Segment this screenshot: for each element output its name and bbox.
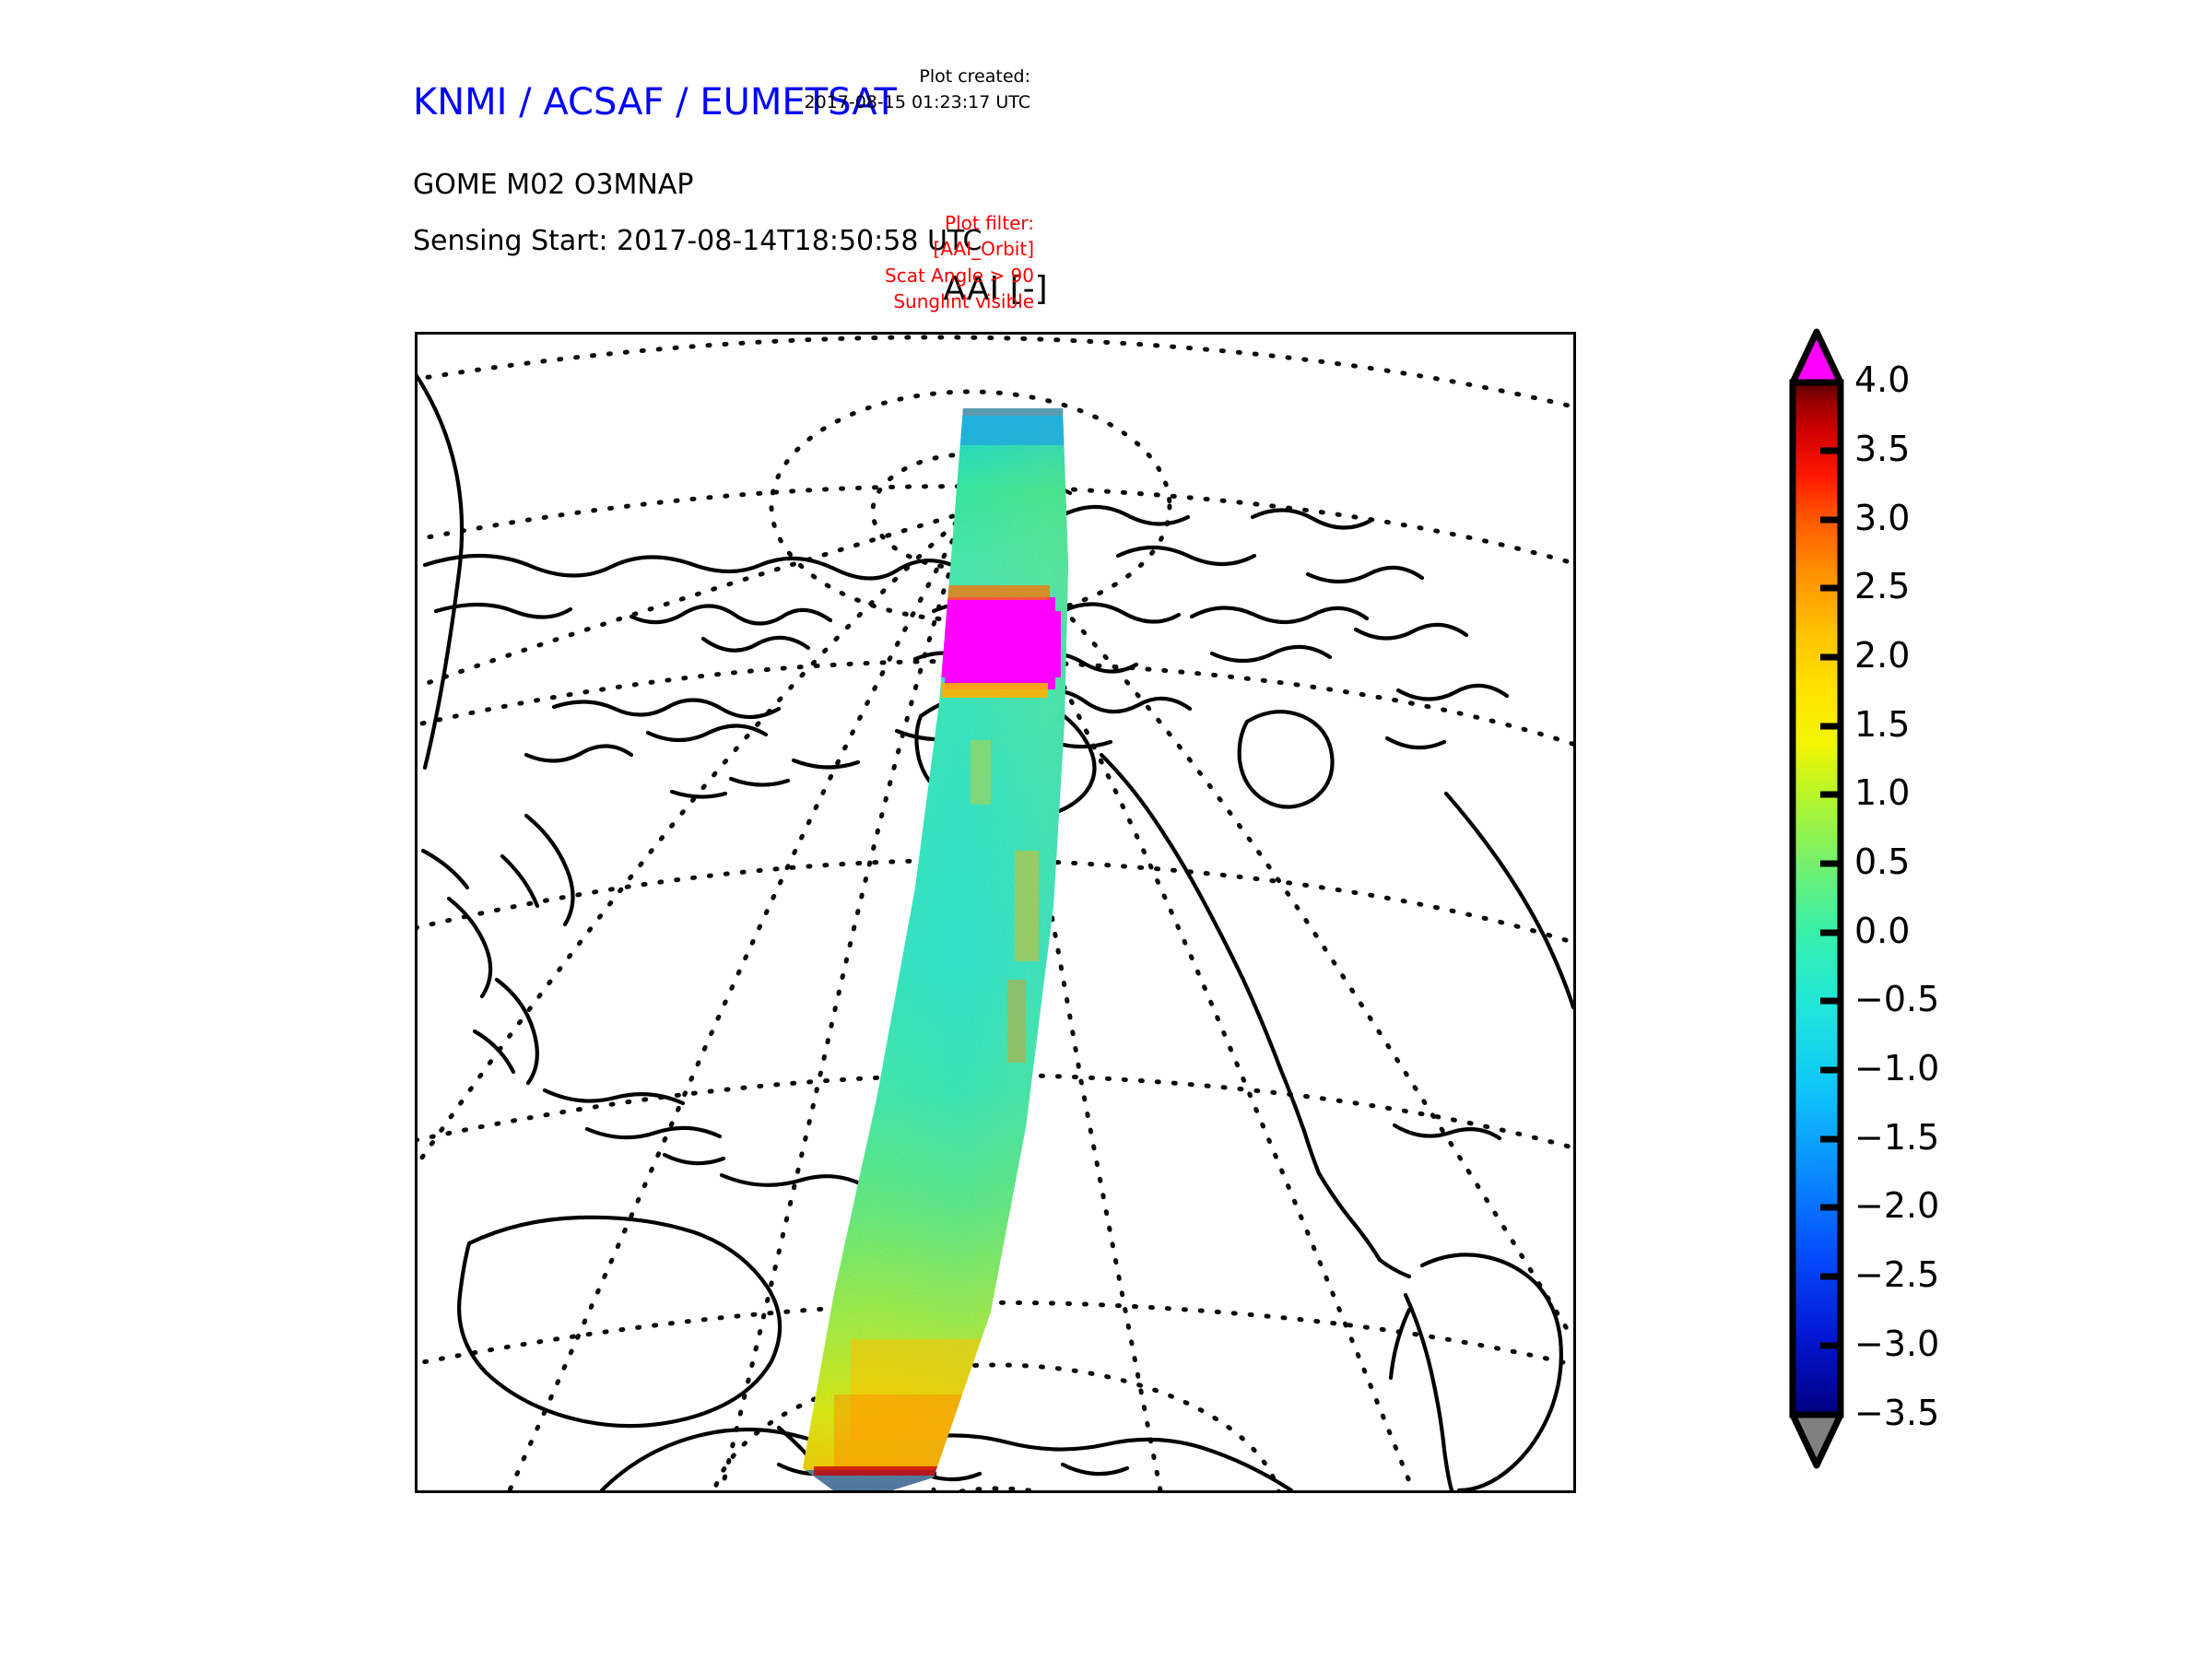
colorbar-tick-label-15: −3.5: [1854, 1393, 1940, 1433]
colorbar-under-arrow: [1789, 1411, 1844, 1469]
plot-filter-name: [AAI_Orbit]: [933, 238, 1034, 261]
map-title: AAI [-]: [943, 270, 1048, 308]
product-line: GOME M02 O3MNAP: [413, 169, 694, 201]
orthographic-map: [418, 335, 1573, 1490]
colorbar-svg: [1789, 328, 1844, 1469]
colorbar-tick-label-6: 1.0: [1854, 772, 1911, 813]
colorbar-tick-label-14: −3.0: [1854, 1324, 1940, 1364]
plot-filter-block: Plot filter: [AAI_Orbit] Scat Angle > 90…: [647, 210, 1034, 315]
colorbar-gradient: [1793, 382, 1841, 1415]
colorbar-tick-label-7: 0.5: [1854, 841, 1911, 882]
colorbar-tick-label-3: 2.5: [1854, 566, 1911, 606]
plot-filter-label: Plot filter:: [945, 212, 1034, 234]
plot-created-block: Plot created: 2017-08-15 01:23:17 UTC: [699, 65, 1031, 115]
colorbar-tick-label-0: 4.0: [1854, 359, 1911, 400]
colorbar: 4.0 3.5 3.0 2.5 2.0 1.5 1.0 0.5 0.0 −0.5…: [1788, 324, 2101, 1477]
organization-title: KNMI / ACSAF / EUMETSAT: [413, 81, 897, 124]
colorbar-tick-label-8: 0.0: [1854, 911, 1911, 951]
colorbar-tick-label-1: 3.5: [1854, 429, 1911, 469]
plot-created-label: Plot created:: [919, 66, 1030, 87]
map-panel: [415, 332, 1576, 1493]
colorbar-tick-label-13: −2.5: [1854, 1254, 1940, 1295]
colorbar-tick-label-11: −1.5: [1854, 1117, 1940, 1158]
colorbar-tick-label-9: −0.5: [1854, 979, 1940, 1019]
colorbar-tick-label-12: −2.0: [1854, 1185, 1940, 1226]
colorbar-tick-label-4: 2.0: [1854, 635, 1911, 676]
sensing-start-line: Sensing Start: 2017-08-14T18:50:58 UTC: [413, 225, 982, 257]
colorbar-tick-label-10: −1.0: [1854, 1048, 1940, 1088]
colorbar-tick-label-5: 1.5: [1854, 704, 1911, 745]
colorbar-over-arrow: [1789, 328, 1844, 386]
plot-filter-condition: Scat Angle > 90: [885, 264, 1034, 287]
colorbar-ticks: [1820, 379, 1841, 1418]
plot-filter-note: Sunglint visible: [893, 290, 1034, 313]
plot-created-value: 2017-08-15 01:23:17 UTC: [804, 91, 1031, 112]
colorbar-tick-label-2: 3.0: [1854, 498, 1911, 538]
